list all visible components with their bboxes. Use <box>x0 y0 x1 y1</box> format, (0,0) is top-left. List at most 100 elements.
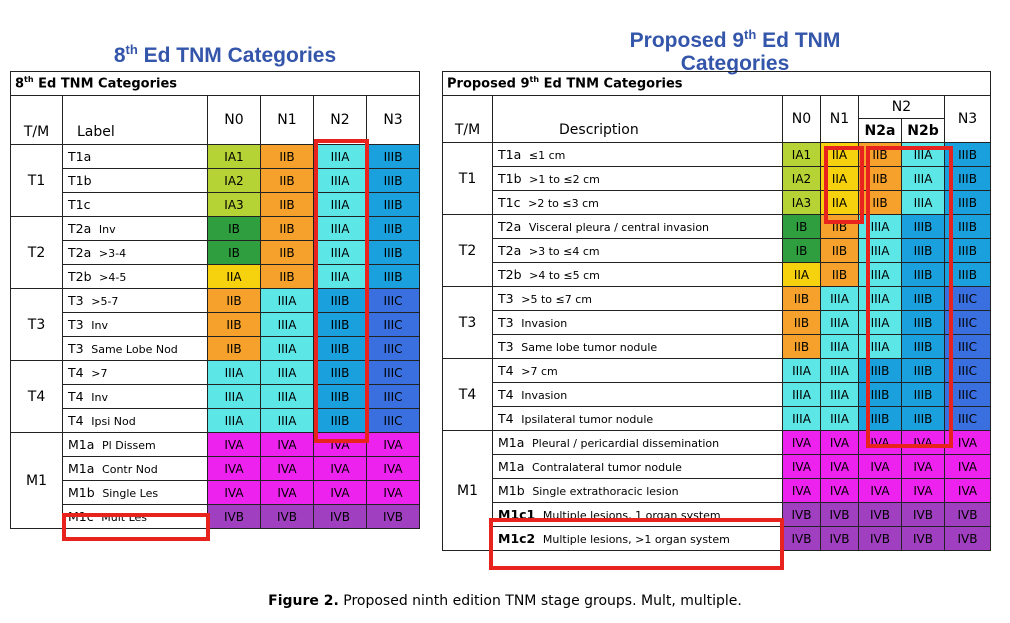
row-code: T1c <box>68 197 91 212</box>
stage-cell: IIIA <box>313 240 367 265</box>
stage-cell: IVA <box>943 430 992 455</box>
stage-cell: IVA <box>858 478 902 503</box>
table-row: T1b IA2 IIB IIIA IIIB <box>11 168 421 193</box>
stage-cell: IIIA <box>260 312 314 337</box>
row-code: M1a <box>498 459 525 474</box>
tm-group-label: T2 <box>442 214 493 287</box>
description-header: Description <box>492 95 783 143</box>
row-label: M1b Single extrathoracic lesion <box>492 478 783 503</box>
figure-caption: Figure 2. Proposed ninth edition TNM sta… <box>268 593 742 609</box>
stage-cell: IIIC <box>943 310 992 335</box>
tm-header: T/M <box>442 95 493 143</box>
table-row: T2b >4 to ≤5 cm IIA IIB IIIA IIIB IIIB <box>443 262 992 287</box>
tm-group-label: T3 <box>10 288 63 361</box>
tm-group-label: T4 <box>10 360 63 433</box>
stage-cell: IIB <box>858 166 902 191</box>
stage-cell: IIIA <box>260 360 314 385</box>
table-title: 8th Ed TNM Categories <box>9 71 421 96</box>
stage-cell: IIIA <box>858 310 902 335</box>
stage-cell: IIIB <box>943 262 992 287</box>
stage-cell: IIIB <box>901 334 945 359</box>
stage-cell: IIIB <box>901 310 945 335</box>
table-row: T4 Ipsi Nod IIIA IIIA IIIB IIIC <box>11 408 421 433</box>
stage-cell: IIIA <box>313 192 367 217</box>
row-label: T2b >4-5 <box>62 264 208 289</box>
stage-cell: IIIC <box>365 312 421 337</box>
stage-cell: IIB <box>260 240 314 265</box>
table-row: T1 T1a IA1 IIB IIIA IIIB <box>10 144 421 217</box>
stage-cell: IIB <box>782 334 821 359</box>
table-row: T1 T1a ≤1 cm IA1 IIA IIB IIIA IIIB <box>442 142 992 215</box>
stage-cell: IIIA <box>858 286 902 311</box>
stage-cell: IIIA <box>820 382 859 407</box>
row-description: Multiple lesions, >1 organ system <box>542 533 730 546</box>
stage-cell: IIIA <box>820 406 859 431</box>
row-label: T3 >5-7 <box>62 288 208 313</box>
row-description: Single extrathoracic lesion <box>532 485 679 498</box>
table-row: M1b Single extrathoracic lesion IVA IVA IVA… <box>443 478 992 503</box>
row-description: >7 <box>91 367 108 380</box>
stage-cell: IVA <box>782 454 821 479</box>
table-row: M1a Contr Nod IVA IVA IVA IVA <box>11 456 421 481</box>
row-label: M1c1 Multiple lesions, 1 organ system <box>492 502 783 527</box>
stage-cell: IIB <box>260 264 314 289</box>
row-label: M1a Contr Nod <box>62 456 208 481</box>
stage-cell: IIIC <box>365 336 421 361</box>
row-description: Ipsilateral tumor nodule <box>521 413 654 426</box>
stage-cell: IIIB <box>901 406 945 431</box>
tm-group-label: M1 <box>10 432 63 529</box>
stage-cell: IIB <box>207 336 261 361</box>
stage-cell: IVA <box>820 454 859 479</box>
stage-cell: IA3 <box>207 192 261 217</box>
stage-cell: IIIA <box>260 384 314 409</box>
stage-cell: IIIB <box>901 286 945 311</box>
row-label: T2a >3-4 <box>62 240 208 265</box>
stage-cell: IVA <box>313 432 367 457</box>
n1-header: N1 <box>820 95 859 143</box>
row-label: T3 Same lobe tumor nodule <box>492 334 783 359</box>
title-sup: th <box>529 75 540 85</box>
stage-cell: IIA <box>820 190 859 215</box>
table-row: T4 T4 >7 IIIA IIIA IIIB IIIC <box>10 360 421 433</box>
row-description: Same Lobe Nod <box>91 343 178 356</box>
stage-cell: IVB <box>943 526 992 551</box>
title-sup: th <box>24 75 34 85</box>
row-label: T4 Inv <box>62 384 208 409</box>
stage-cell: IIIB <box>858 406 902 431</box>
stage-cell: IVA <box>207 432 261 457</box>
row-description: Contralateral tumor nodule <box>532 461 682 474</box>
row-code: T1a <box>498 147 522 162</box>
row-label: T4 Ipsilateral tumor nodule <box>492 406 783 431</box>
stage-cell: IIIA <box>820 358 859 383</box>
row-label: T3 Same Lobe Nod <box>62 336 208 361</box>
row-code: T2a <box>498 243 522 258</box>
row-code: T2a <box>498 219 522 234</box>
table-row: T2b >4-5 IIA IIB IIIA IIIB <box>11 264 421 289</box>
stage-cell: IIIC <box>943 382 992 407</box>
row-description: Multiple lesions, 1 organ system <box>542 509 721 522</box>
stage-cell: IIIB <box>943 214 992 239</box>
row-label: T2b >4 to ≤5 cm <box>492 262 783 287</box>
stage-cell: IIIB <box>901 238 945 263</box>
title-text: Proposed 9 <box>447 76 530 92</box>
stage-cell: IIIB <box>943 238 992 263</box>
row-description: >4-5 <box>99 271 127 284</box>
row-code: M1c <box>68 509 94 524</box>
table-row: T1c >2 to ≤3 cm IA3 IIA IIB IIIA IIIB <box>443 190 992 215</box>
table-row: T3 Same Lobe Nod IIB IIIA IIIB IIIC <box>11 336 421 361</box>
row-label: M1a Pleural / pericardial dissemination <box>492 430 783 455</box>
n-header: N1 <box>260 95 314 145</box>
row-code: M1b <box>498 483 525 498</box>
title-row: Proposed 9th Ed TNM Categories <box>441 71 992 96</box>
table-row: M1c Mult Les IVB IVB IVB IVB <box>11 504 421 529</box>
row-code: M1a <box>68 437 95 452</box>
table-row: M1c1 Multiple lesions, 1 organ system IVB… <box>443 502 992 527</box>
stage-cell: IIIB <box>313 312 367 337</box>
stage-cell: IIIC <box>365 288 421 313</box>
stage-cell: IIA <box>207 264 261 289</box>
stage-cell: IA1 <box>782 142 821 167</box>
table-row: M1a Contralateral tumor nodule IVA IVA IVA I… <box>443 454 992 479</box>
stage-cell: IIB <box>858 142 902 167</box>
stage-cell: IIIA <box>820 334 859 359</box>
stage-cell: IIIB <box>365 168 421 193</box>
